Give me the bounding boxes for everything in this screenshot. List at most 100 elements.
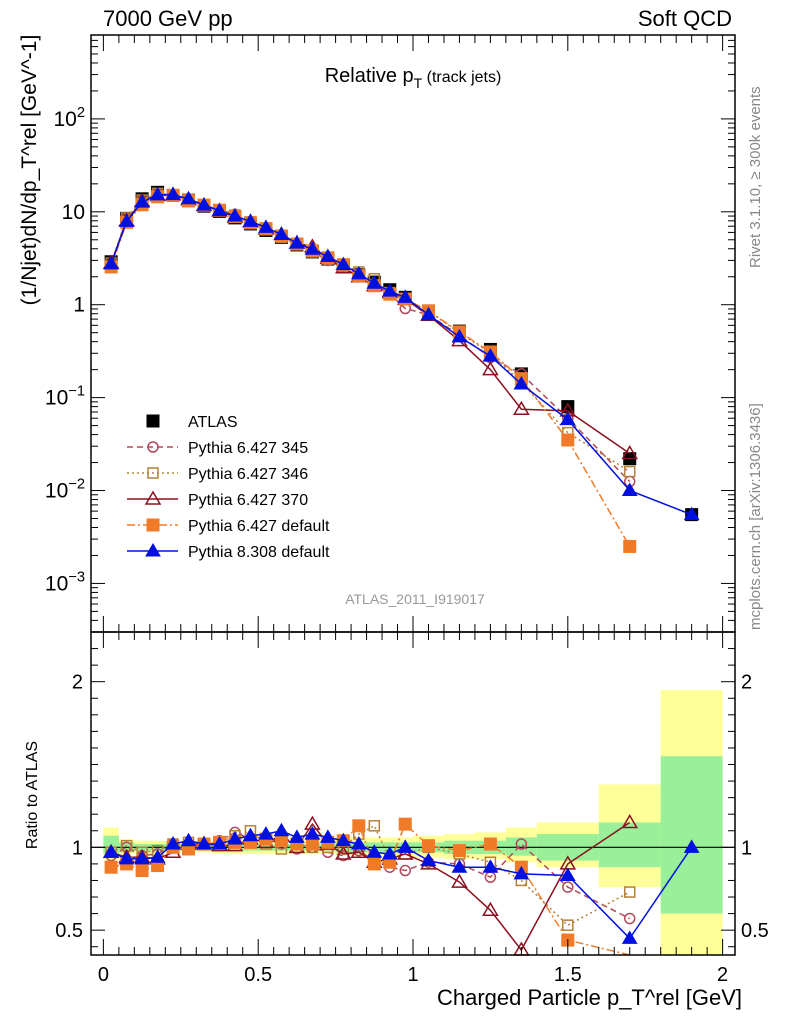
- data-point: [258, 219, 274, 233]
- ratio-y-tick-label-right: 0.5: [741, 920, 769, 942]
- legend-item: Pythia 6.427 345: [127, 440, 308, 457]
- legend: ATLAS Pythia 6.427 345 Pythia 6.427 346 Pyt…: [127, 414, 330, 561]
- data-point: [397, 289, 414, 303]
- ratio-point: [513, 865, 530, 880]
- main-y-axis-label: (1/Njet)dN/dp_T^rel [GeV^-1]: [18, 35, 41, 306]
- main-plot-frame: [90, 34, 736, 633]
- ratio-point: [562, 919, 574, 931]
- ratio-point: [135, 864, 149, 878]
- data-point: [319, 248, 336, 263]
- series-pythia-6-427-345: [105, 187, 636, 488]
- data-point: [482, 348, 499, 362]
- ratio-point: [420, 852, 437, 867]
- ratio-panel: 0.5 0.5 1 1 2 2 0 0.5 1 1.5 2 Ratio to ATLAS Charged…: [24, 631, 769, 1010]
- legend-label: Pythia 6.427 default: [188, 518, 330, 535]
- header-right-label: Soft QCD: [637, 6, 732, 31]
- data-point: [513, 400, 530, 415]
- ratio-point: [683, 839, 700, 853]
- ratio-point: [451, 859, 468, 873]
- ratio-point: [258, 826, 274, 840]
- y-tick-label: 102: [53, 105, 85, 131]
- data-point: [180, 190, 197, 205]
- ratio-point: [227, 831, 243, 845]
- ratio-point: [289, 829, 305, 843]
- data-point: [683, 506, 700, 521]
- y-tick-label: 10: [62, 201, 85, 224]
- ratio-point: [452, 844, 466, 858]
- ratio-point: [381, 845, 398, 860]
- side-label-rivet: Rivet 3.1.10, ≥ 300k events: [747, 86, 764, 268]
- ratio-point: [304, 826, 321, 840]
- series-pythia-6-427-default: [104, 188, 637, 553]
- ratio-point: [211, 836, 228, 850]
- y-tick-label: 10−1: [45, 384, 85, 410]
- data-point: [118, 213, 135, 227]
- data-point: [134, 194, 150, 208]
- y-tick-label: 10−3: [45, 569, 85, 595]
- legend-label: Pythia 6.427 345: [188, 440, 308, 457]
- data-point: [366, 275, 383, 289]
- analysis-tag: ATLAS_2011_I919017: [345, 591, 485, 607]
- ratio-point: [451, 873, 468, 888]
- legend-item: ATLAS: [146, 414, 238, 431]
- ratio-y-tick-label-left: 1: [72, 837, 83, 859]
- data-point: [513, 376, 530, 390]
- data-point: [350, 265, 367, 280]
- ratio-y-tick-label-right: 1: [741, 837, 752, 859]
- ratio-point: [366, 844, 383, 858]
- data-point: [304, 241, 321, 255]
- data-point: [559, 411, 576, 426]
- data-point: [165, 186, 181, 201]
- data-point: [621, 445, 639, 460]
- header-left-label: 7000 GeV pp: [103, 6, 233, 31]
- x-tick-label: 0: [98, 964, 109, 986]
- ratio-point: [242, 827, 259, 842]
- legend-item: Pythia 6.427 default: [127, 518, 330, 535]
- series-pythia-6-427-346: [105, 187, 636, 478]
- side-label-mcplots: mcplots.cern.ch [arXiv:1306.3436]: [747, 403, 764, 630]
- x-tick-label: 0.5: [244, 964, 272, 986]
- ratio-point: [396, 845, 414, 860]
- ratio-point: [483, 837, 497, 851]
- x-tick-label: 2: [717, 964, 728, 986]
- data-point: [335, 256, 352, 271]
- x-tick-label: 1: [407, 964, 418, 986]
- y-tick-label: 1: [73, 294, 85, 317]
- plot-title: Relative pT (track jets): [325, 65, 502, 91]
- ratio-point: [367, 857, 381, 871]
- legend-marker: [145, 543, 161, 557]
- legend-label: Pythia 8.308 default: [188, 544, 330, 561]
- legend-marker: [147, 467, 159, 479]
- x-tick-label: 1.5: [554, 964, 582, 986]
- legend-label: Pythia 6.427 370: [188, 492, 308, 509]
- data-point: [561, 433, 575, 447]
- data-point: [273, 226, 290, 240]
- ratio-point: [149, 849, 166, 863]
- ratio-point: [621, 930, 638, 944]
- legend-item: Pythia 6.427 370: [127, 490, 308, 509]
- data-point: [420, 306, 437, 321]
- ratio-point: [562, 881, 574, 893]
- ratio-point: [274, 834, 288, 848]
- uncertainty-band-green: [598, 822, 661, 868]
- ratio-point: [623, 912, 636, 925]
- ratio-point: [134, 850, 150, 865]
- data-point: [196, 197, 212, 211]
- data-point: [623, 465, 636, 478]
- ratio-point: [397, 839, 414, 853]
- uncertainty-band-green: [660, 756, 723, 914]
- data-point: [381, 283, 398, 297]
- ratio-point: [399, 864, 412, 877]
- legend-marker: [146, 518, 160, 532]
- ratio-point: [103, 844, 119, 858]
- data-point: [242, 213, 259, 227]
- legend-item: Pythia 8.308 default: [127, 543, 330, 561]
- ratio-point: [350, 843, 368, 859]
- ratio-series-pythia-8-308-default: [103, 822, 700, 944]
- ratio-point: [305, 837, 319, 851]
- series-line: [110, 192, 631, 483]
- ratio-point: [196, 836, 212, 850]
- ratio-point: [350, 836, 367, 850]
- ratio-point: [165, 836, 181, 850]
